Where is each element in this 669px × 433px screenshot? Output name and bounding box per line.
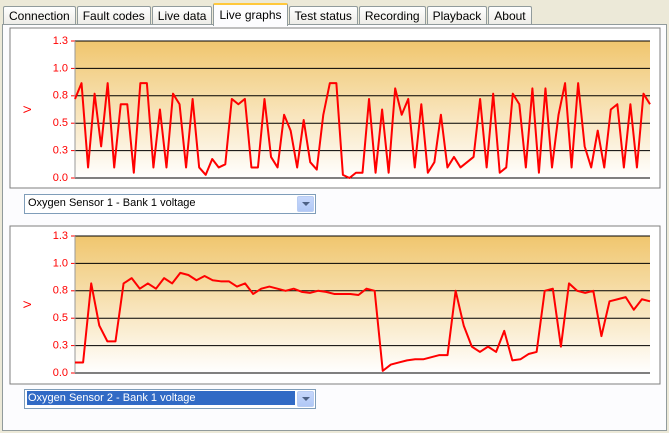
signal-dropdown[interactable]: Oxygen Sensor 2 - Bank 1 voltage: [24, 389, 316, 409]
y-tick-label: 0.3: [53, 145, 68, 157]
dropdown-text: Oxygen Sensor 2 - Bank 1 voltage: [27, 391, 295, 405]
tab[interactable]: Test status: [288, 6, 358, 25]
y-tick-label: 0.5: [53, 117, 68, 129]
y-tick-label: 1.3: [53, 230, 68, 242]
plot-area: [75, 41, 650, 178]
plot-area: [75, 236, 650, 373]
dropdown-button[interactable]: [297, 391, 314, 407]
dropdown-text: Oxygen Sensor 1 - Bank 1 voltage: [28, 197, 196, 209]
y-tick-label: 0.0: [53, 172, 68, 184]
tab[interactable]: About: [488, 6, 532, 25]
data-line: [75, 271, 651, 372]
y-tick-label: 0.8: [53, 285, 68, 297]
data-line: [74, 82, 651, 179]
y-axis-label: V: [22, 105, 34, 113]
tab-bar: Connection Fault codes Live data Live graph…: [3, 3, 533, 26]
signal-dropdown[interactable]: Oxygen Sensor 1 - Bank 1 voltage: [24, 194, 316, 214]
y-axis-label: V: [22, 300, 34, 308]
y-tick-label: 0.5: [53, 312, 68, 324]
y-tick-label: 1.3: [53, 35, 68, 47]
y-tick-label: 1.0: [53, 257, 68, 269]
y-tick-label: 0.0: [53, 367, 68, 379]
tab[interactable]: Live graphs: [213, 3, 288, 26]
y-tick-label: 0.3: [53, 340, 68, 352]
tab[interactable]: Recording: [358, 6, 426, 25]
tab[interactable]: Connection: [3, 6, 76, 25]
y-tick-label: 1.0: [53, 62, 68, 74]
dropdown-button[interactable]: [297, 196, 314, 212]
y-tick-label: 0.8: [53, 90, 68, 102]
tab[interactable]: Playback: [426, 6, 488, 25]
tab[interactable]: Fault codes: [76, 6, 151, 25]
tab[interactable]: Live data: [151, 6, 213, 25]
